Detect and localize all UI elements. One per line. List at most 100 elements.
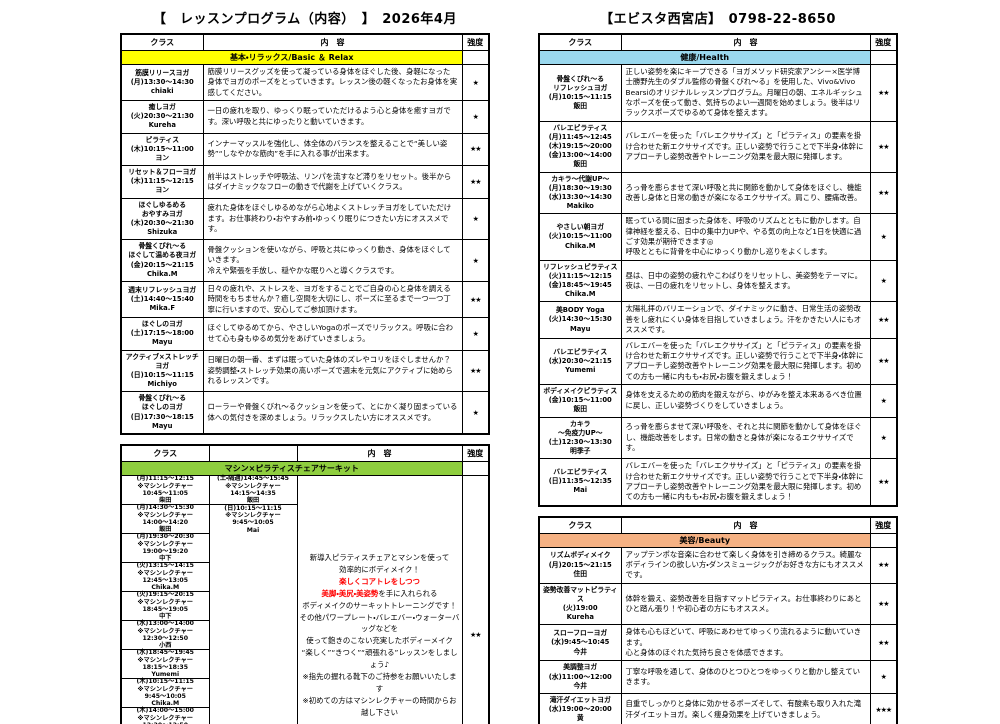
class-cell: スローフローヨガ (水)9:45～10:45 今井: [538, 624, 622, 662]
machine-description-cell: 新導入ピラティスチェアとマシンを使って 効率的にボディメイク！ 楽しくコアトレをしつ…: [296, 474, 463, 724]
class-times: (水)11:00～12:00: [548, 672, 612, 681]
class-cell: バレエピラティス (月)11:45～12:45 (木)19:15～20:00 (…: [538, 120, 622, 173]
description-cell: 筋膜リリースグッズを使って凝っている身体をほぐした後、身軽になった身体でヨガのポ…: [202, 63, 463, 102]
column-header-class: クラス: [120, 33, 204, 51]
description-cell: 身体を支えるための筋肉を鍛えながら、ゆがみを整え本来あるべき位置に戻し、正しい姿…: [620, 383, 871, 418]
class-name: リセット＆フローヨガ: [128, 168, 197, 177]
class-cell: ボディメイクピラティス (金)10:15～11:00 飯田: [538, 383, 622, 418]
class-cell: 美BODY Yoga (火)14:30～15:30 Mayu: [538, 301, 622, 339]
description-cell: 体幹を鍛え、姿勢改善を目指すマットピラティス。お仕事終わりにあとひと踏ん張り！や…: [620, 582, 871, 626]
intensity-cell: ★★: [869, 301, 898, 339]
table-row: ほぐしゆるめる おやすみヨガ (木)20:30～21:30 Shizuka 疲れ…: [120, 197, 490, 241]
machine-slot: (水)18:45～19:45 ※マシンレクチャー 18:15～18:35 Yumemi: [122, 649, 209, 679]
class-cell: 滝汗ダイエットヨガ (水)19:00～20:00 黄: [538, 692, 622, 724]
intensity-cell: ★★: [461, 132, 490, 167]
table-row: 美調整ヨガ (水)11:00～12:00 今井 丁寧な呼吸を通して、身体のひとつ…: [538, 660, 898, 694]
intensity-cell: ★: [461, 63, 490, 102]
intensity-cell: ★★: [869, 546, 898, 584]
instructor-name: Kureha: [148, 121, 176, 130]
table-row: スローフローヨガ (水)9:45～10:45 今井 身体も心もほどいて、呼吸にあ…: [538, 624, 898, 662]
instructor-name: Makiko: [566, 202, 594, 211]
class-times: (日)10:15～11:15: [130, 370, 194, 379]
table-row: バレエピラティス (日)11:35～12:35 Mai バレエバーを使った「バレ…: [538, 458, 898, 507]
class-name: ほぐしゆるめる おやすみヨガ: [138, 200, 187, 218]
machine-slot: (木)14:00～15:00※マシンレクチャー13:30～13:50Yumemi: [122, 707, 209, 724]
class-times: (月)18:30～19:30 (水)13:30～14:30: [548, 183, 612, 201]
machine-description-line: ※指先の握れる靴下のご持参をお願いいたします: [302, 672, 457, 694]
instructor-name: 今井: [573, 647, 588, 656]
intensity-cell: ★: [461, 317, 490, 351]
description-cell: 身体も心もほどいて、呼吸にあわせてゆっくり流れるように動いていきます。 心と身体…: [620, 624, 871, 662]
class-cell: 骨盤くびれ～る リフレッシュヨガ (月)10:15～11:15 飯田: [538, 64, 622, 122]
intensity-cell: ★★★: [869, 692, 898, 724]
health-table: クラス 内 容 強度 健康/Health 骨盤くびれ～る リフレッシュヨガ (月…: [538, 33, 898, 507]
class-cell: ピラティス (木)10:15～11:00 ヨン: [120, 132, 204, 167]
class-times: (水)19:00～20:00: [548, 705, 612, 714]
intensity-cell: ★: [869, 213, 898, 261]
class-times: (火)14:30～15:30: [548, 315, 612, 324]
machine-description-line: 新導入ピラティスチェアとマシンを使って: [309, 552, 450, 562]
table-row: 姿勢改善マットピラティス (火)19:00 Kureha 体幹を鍛え、姿勢改善を…: [538, 582, 898, 626]
instructor-name: Mayu: [152, 338, 173, 347]
intensity-cell: ★: [869, 383, 898, 418]
class-name: アクティブ×ストレッチヨガ: [125, 352, 199, 370]
instructor-name: Mai: [573, 486, 588, 495]
instructor-name: ヨン: [155, 186, 170, 195]
class-name: 美BODY Yoga: [555, 306, 605, 315]
description-cell: 丁寧な呼吸を通して、身体のひとつひとつをゆっくりと動かし整えていきます。: [620, 660, 871, 694]
table-row: リフレッシュピラティス (火)11:15～12:15 (金)18:45～19:4…: [538, 259, 898, 303]
class-name: 筋膜リリースヨガ: [135, 68, 190, 77]
description-cell: ローラーや骨盤くびれ～るクッションを使って、とにかく凝り固まっている体への気付き…: [202, 391, 463, 435]
instructor-name: Mayu: [570, 324, 591, 333]
description-cell: 日々の疲れや、ストレスを、ヨガをすることでご自身の心と身体を調える時間をもちませ…: [202, 280, 463, 319]
machine-slot: (火)19:15～20:15 ※マシンレクチャー 18:45～19:05 中下: [122, 591, 209, 621]
intensity-cell: ★: [869, 660, 898, 694]
table-row: リセット＆フローヨガ (木)11:15～12:15 ヨン 前半はストレッチや呼吸…: [120, 165, 490, 199]
class-cell: リズムボディメイク (月)20:15～21:15 住田: [538, 546, 622, 584]
column-header-class: クラス: [538, 33, 622, 51]
table-row: ピラティス (木)10:15～11:00 ヨン インナーマッスルを強化し、体全体…: [120, 132, 490, 167]
machine-description-line: 楽しくコアトレをしつつ: [339, 576, 420, 586]
class-cell: カキラ ～免疫力UP～ (土)12:30～13:30 明季子: [538, 416, 622, 460]
class-times: (火)10:15～11:00: [548, 232, 612, 241]
instructor-name: Michiyo: [147, 380, 177, 389]
column-header-class: クラス: [538, 516, 622, 534]
machine-description-line: ※初めての方はマシンレクチャーの時間からお越し下さい: [302, 696, 457, 718]
instructor-name: Shizuka: [147, 228, 178, 237]
description-cell: バレエバーを使った「バレエクササイズ」と「ピラティス」の要素を掛け合わせた新エク…: [620, 337, 871, 385]
intensity-cell: ★: [461, 391, 490, 435]
intensity-cell: ★★: [461, 165, 490, 199]
description-cell: ほぐしてゆるめてから、やさしいYogaのポーズでリラックス。呼吸に合わせて心も身…: [202, 317, 463, 351]
class-times: (木)11:15～12:15: [130, 177, 194, 186]
class-times: (火)20:30～21:30: [130, 112, 194, 121]
description-cell: 昼は、日中の姿勢の疲れやこわばりをリセットし、美姿勢をテーマに。 夜は、一日の疲…: [620, 259, 871, 303]
class-times: (金)10:15～11:00: [548, 396, 612, 405]
class-times: (金)20:15～21:15: [130, 260, 194, 269]
description-cell: 自重でしっかりと身体に効かせるポーズそして、有酸素も取り入れた滝汗ダイエットヨガ…: [620, 692, 871, 724]
shop-title: 【エビスタ西宮店】 0798-22-8650: [600, 12, 836, 27]
class-cell: 骨盤くびれ～る ほぐしのヨガ (日)17:30～18:15 Mayu: [120, 391, 204, 435]
description-cell: 前半はストレッチや呼吸法、リンパを流すなど滞りをリセット。後半からはダイナミック…: [202, 165, 463, 199]
class-times: (木)10:15～11:00: [130, 144, 194, 153]
class-name: 骨盤くびれ～る ほぐして温める夜ヨガ: [128, 242, 197, 260]
instructor-name: 飯田: [573, 405, 588, 414]
intensity-cell: ★★: [461, 349, 490, 393]
class-cell: ほぐしゆるめる おやすみヨガ (木)20:30～21:30 Shizuka: [120, 197, 204, 241]
intensity-cell: ★★: [869, 120, 898, 173]
instructor-name: 飯田: [573, 102, 588, 111]
machine-slot: (木)10:15～11:15 ※マシンレクチャー 9:45～10:05 Chika.M: [122, 678, 209, 708]
class-times: (月)13:30～14:30: [130, 77, 194, 86]
class-name: 骨盤くびれ～る ほぐしのヨガ: [138, 394, 187, 412]
class-cell: リセット＆フローヨガ (木)11:15～12:15 ヨン: [120, 165, 204, 199]
class-cell: バレエピラティス (日)11:35～12:35 Mai: [538, 458, 622, 507]
description-cell: 眠っている間に固まった身体を、呼吸のリズムとともに動かします。自律神経を整える、…: [620, 213, 871, 261]
table-row: やさしい朝ヨガ (火)10:15～11:00 Chika.M 眠っている間に固ま…: [538, 213, 898, 261]
intensity-cell: ★★: [869, 582, 898, 626]
table-row: ボディメイクピラティス (金)10:15～11:00 飯田 身体を支えるための筋…: [538, 383, 898, 418]
class-times: (木)20:30～21:30: [130, 218, 194, 227]
instructor-name: 黄: [576, 714, 584, 723]
class-name: 骨盤くびれ～る リフレッシュヨガ: [553, 74, 608, 92]
class-times: (土)17:15～18:00: [130, 329, 194, 338]
table-row: バレエピラティス (月)11:45～12:45 (木)19:15～20:00 (…: [538, 120, 898, 173]
class-name: 癒しヨガ: [148, 103, 176, 112]
